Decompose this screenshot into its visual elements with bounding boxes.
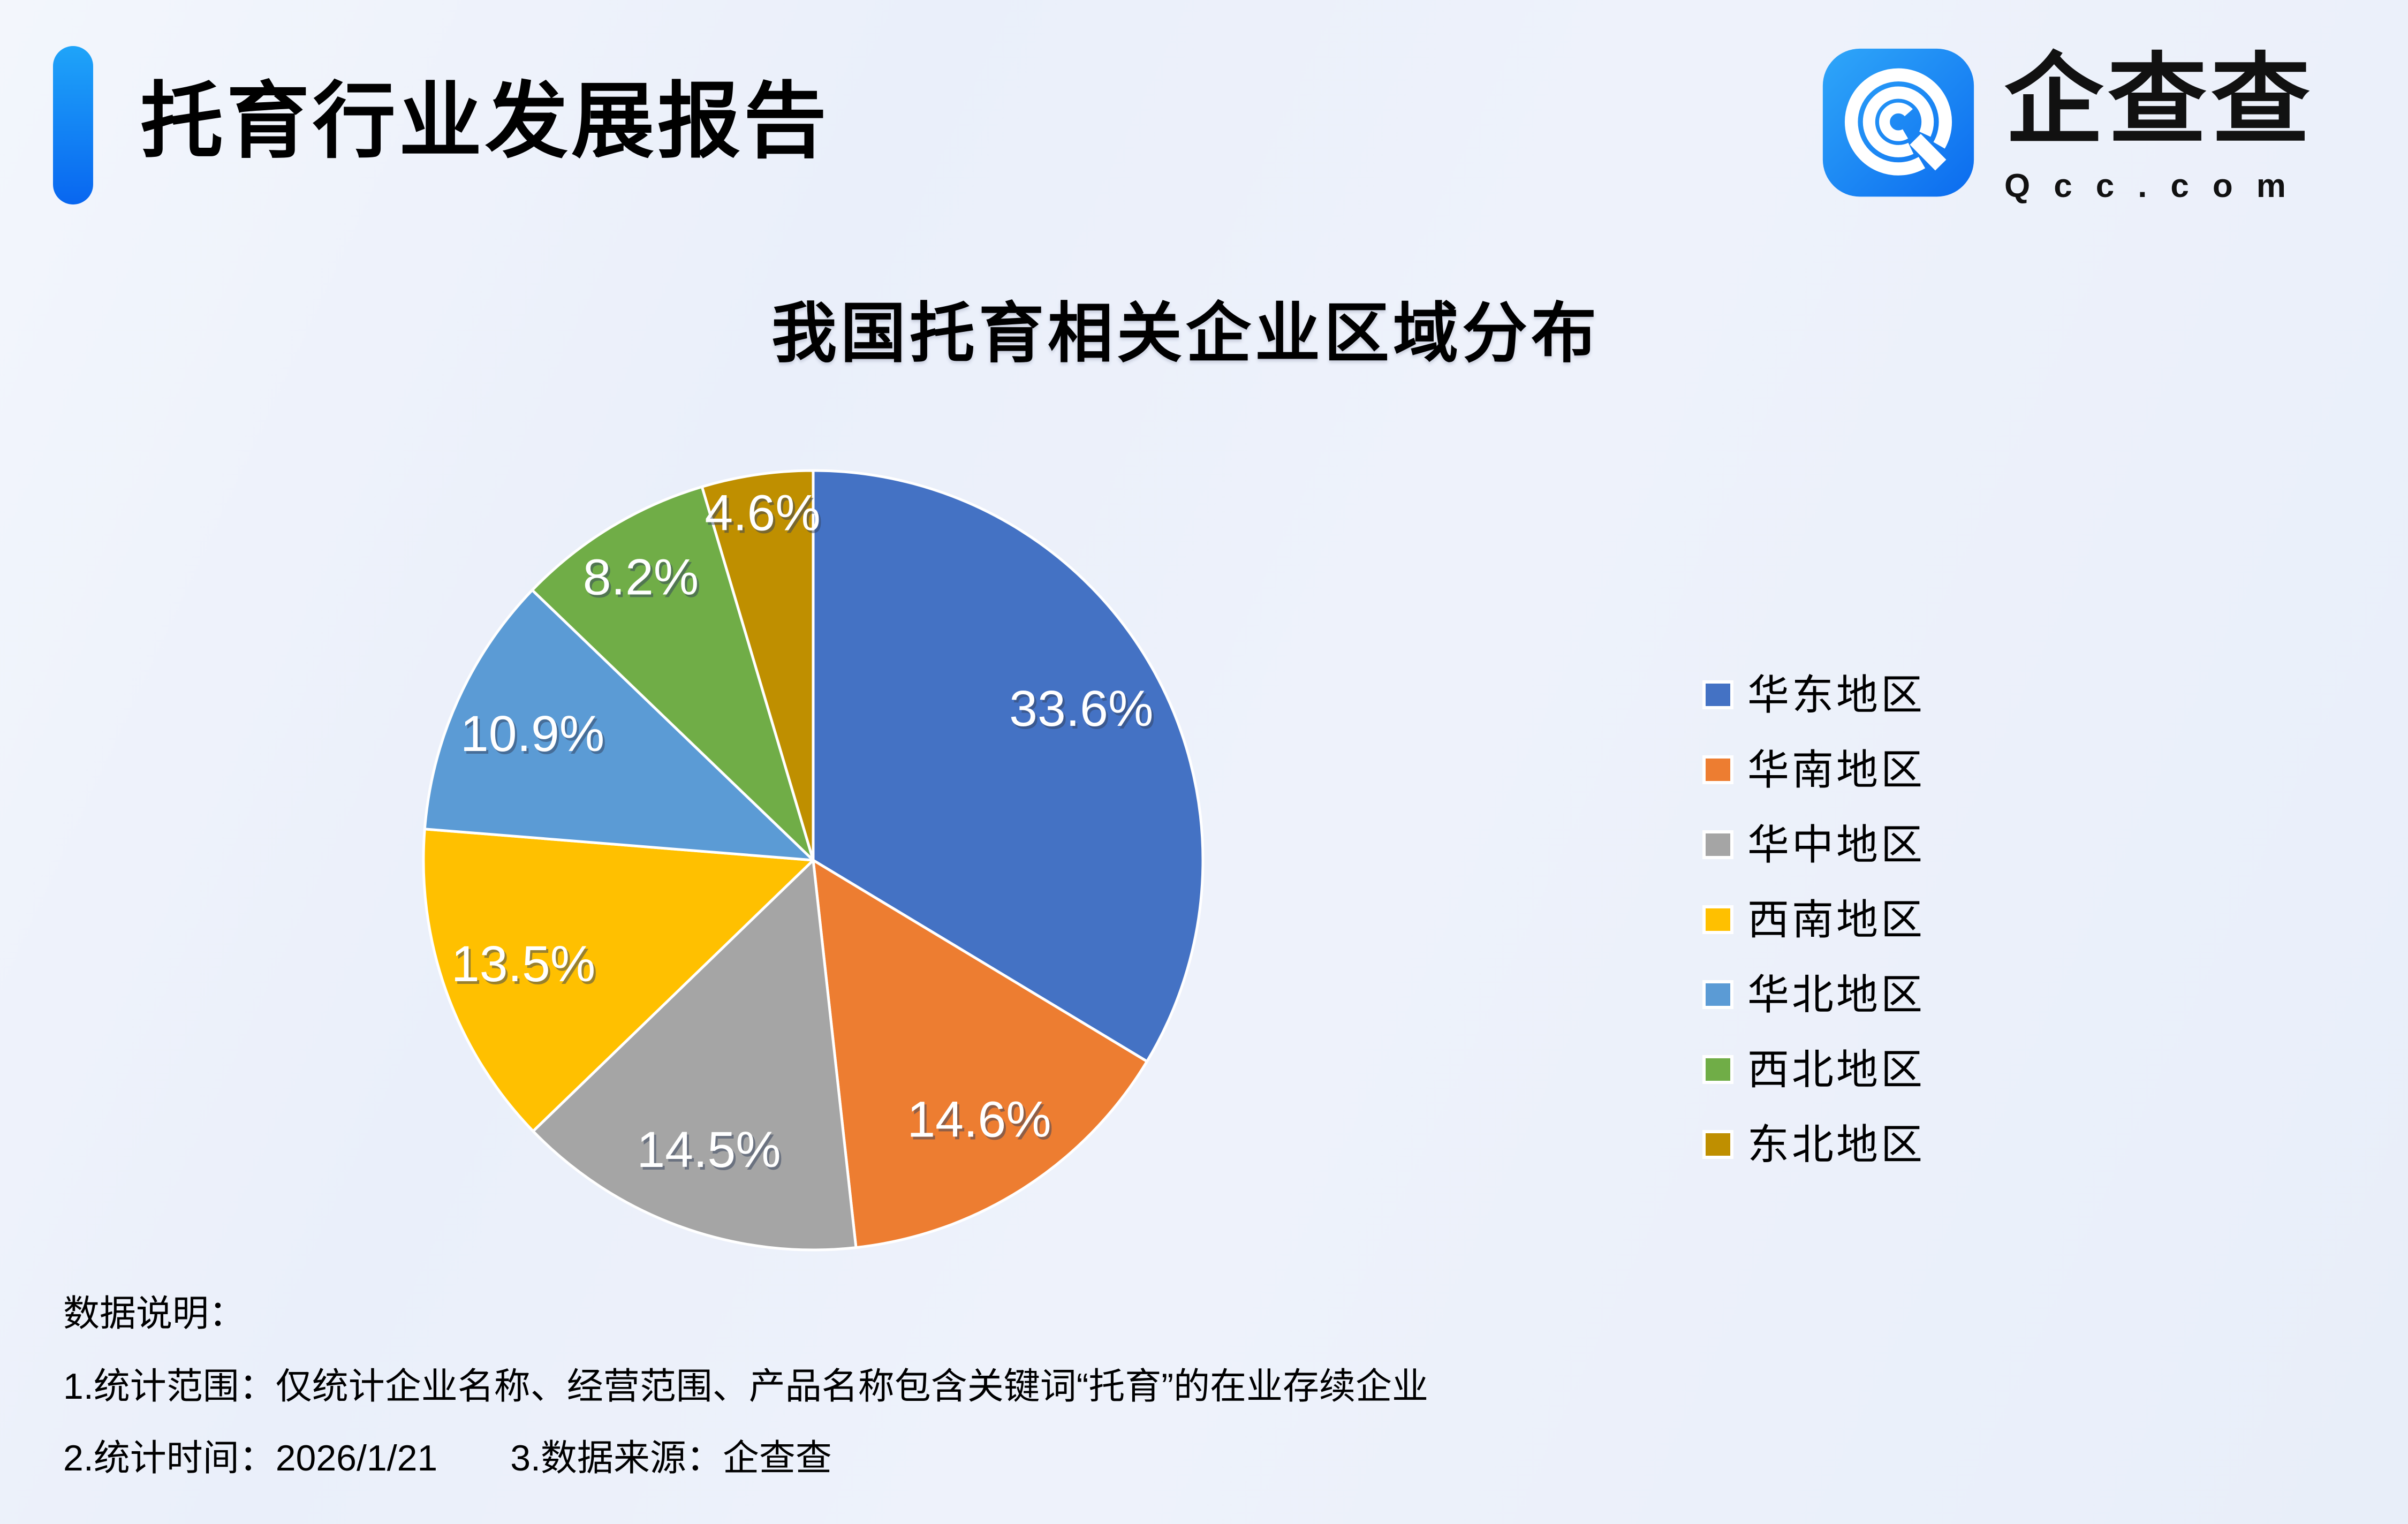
pie-slice-4 (422, 828, 815, 1133)
pie-slice-label-5: 10.9% (460, 706, 604, 762)
legend-label-4: 西南地区 (1747, 896, 1926, 943)
legend-swatch-3 (1702, 830, 1733, 859)
brand-domain: Qcc.com (2004, 168, 2309, 204)
pie-slice-label-1: 33.6% (1009, 680, 1153, 737)
legend-item-4: 西南地区 (1702, 882, 1925, 957)
chart-title: 我国托育相关企业区域分布 (771, 297, 1600, 370)
legend-item-5: 华北地区 (1702, 957, 1925, 1032)
page-title: 托育行业发展报告 (140, 75, 830, 168)
pie-slice-label-shadow-5: 10.9% (463, 708, 607, 765)
pie-slice-3 (532, 859, 858, 1252)
data-notes: 数据说明： 1.统计范围：仅统计企业名称、经营范围、产品名称包含关键词“托育”的… (63, 1295, 1428, 1476)
pie-slice-5 (423, 588, 815, 862)
legend-swatch-1 (1702, 680, 1733, 709)
pie-slice-label-4: 13.5% (451, 936, 595, 992)
logo-inner-c (1879, 102, 1918, 141)
pie-slice-6 (531, 485, 815, 862)
title-accent-bar (53, 46, 93, 204)
legend-item-7: 东北地区 (1702, 1107, 1925, 1182)
brand-name: 企查查 (2004, 46, 2314, 156)
pie-slice-label-6: 8.2% (583, 549, 699, 606)
pie-slice-label-2: 14.6% (907, 1091, 1051, 1148)
legend-swatch-6 (1702, 1055, 1733, 1084)
notes-heading: 数据说明： (63, 1293, 246, 1334)
pie-slice-label-7: 4.6% (705, 485, 821, 542)
legend-swatch-5 (1702, 980, 1733, 1009)
legend-label-6: 西北地区 (1747, 1046, 1926, 1093)
pie-slice-7 (700, 469, 815, 862)
brand-logo: 企查查 Qcc.com (1819, 47, 2314, 203)
chart-legend: 华东地区华南地区华中地区西南地区华北地区西北地区东北地区 (1702, 657, 1925, 1182)
notes-line-2: 2.统计时间：2026/1/21 3.数据来源：企查查 (63, 1438, 832, 1478)
pie-slice-label-shadow-6: 8.2% (585, 552, 701, 609)
legend-label-5: 华北地区 (1747, 971, 1926, 1018)
logo-middle-ring (1862, 86, 1934, 157)
legend-label-7: 东北地区 (1747, 1121, 1926, 1168)
legend-item-6: 西北地区 (1702, 1032, 1925, 1107)
legend-label-2: 华南地区 (1747, 746, 1926, 793)
pie-slice-label-shadow-4: 13.5% (453, 938, 597, 995)
pie-slice-label-shadow-1: 33.6% (1011, 683, 1155, 740)
legend-item-2: 华南地区 (1702, 732, 1925, 807)
logo-outer-ring (1844, 68, 1952, 176)
pie-slice-2 (812, 859, 1148, 1249)
legend-swatch-2 (1702, 755, 1733, 784)
logo-magnifier-handle (1910, 134, 1947, 171)
legend-label-3: 华中地区 (1747, 821, 1926, 868)
pie-chart: 33.6%33.6%14.6%14.6%14.5%14.5%13.5%13.5%… (422, 469, 1205, 1252)
pie-slice-label-shadow-3: 14.5% (639, 1124, 783, 1181)
legend-item-1: 华东地区 (1702, 657, 1925, 732)
brand-text: 企查查 Qcc.com (2004, 47, 2314, 203)
notes-line-1: 1.统计范围：仅统计企业名称、经营范围、产品名称包含关键词“托育”的在业存续企业 (63, 1366, 1429, 1407)
legend-swatch-4 (1702, 905, 1733, 934)
legend-item-3: 华中地区 (1702, 807, 1925, 882)
pie-slice-label-3: 14.5% (637, 1121, 781, 1178)
pie-slice-1 (812, 469, 1205, 1063)
pie-slice-label-shadow-7: 4.6% (707, 488, 823, 544)
legend-label-1: 华东地区 (1747, 671, 1926, 718)
qcc-logo-icon (1822, 48, 1974, 197)
legend-swatch-7 (1702, 1130, 1733, 1159)
pie-slice-label-shadow-2: 14.6% (909, 1094, 1053, 1150)
